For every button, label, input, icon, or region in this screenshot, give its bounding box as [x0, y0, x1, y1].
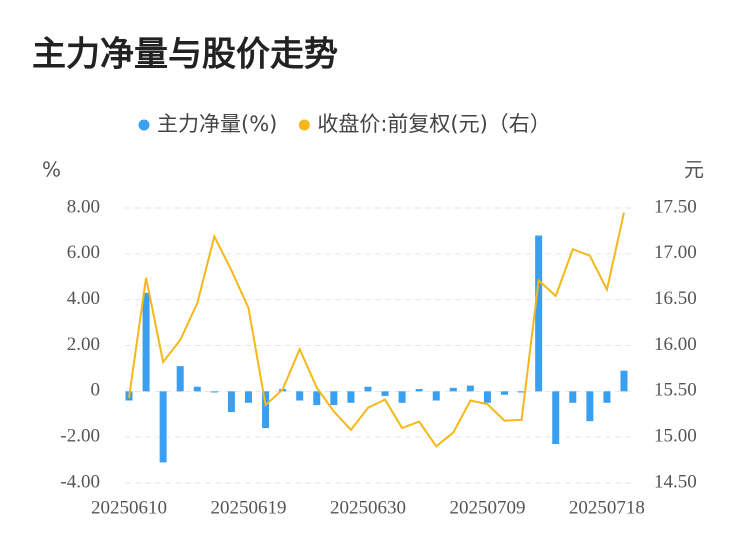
- y-tick-label: 4.00: [67, 288, 100, 309]
- bar: [603, 391, 611, 403]
- bar: [176, 366, 184, 392]
- bar: [330, 391, 338, 406]
- bar: [569, 391, 577, 403]
- bar: [364, 386, 372, 392]
- bar: [518, 391, 526, 393]
- x-tick-label: 20250610: [91, 497, 167, 518]
- bar: [586, 391, 594, 422]
- bar: [620, 370, 628, 392]
- bar: [159, 391, 167, 463]
- y2-tick-label: 17.00: [654, 242, 697, 263]
- y-tick-label: -4.00: [60, 471, 100, 492]
- x-tick-label: 20250619: [210, 497, 286, 518]
- bar: [415, 389, 423, 392]
- y-tick-label: 6.00: [67, 242, 100, 263]
- y-tick-label: 0: [91, 380, 101, 401]
- y2-tick-label: 16.50: [654, 288, 697, 309]
- bar: [466, 385, 474, 392]
- bar: [381, 391, 389, 396]
- y2-tick-label: 15.50: [654, 380, 697, 401]
- bar: [398, 391, 406, 403]
- y-tick-label: 2.00: [67, 334, 100, 355]
- bar: [432, 391, 440, 401]
- y2-tick-label: 15.00: [654, 426, 697, 447]
- y2-tick-label: 17.50: [654, 196, 697, 217]
- bar: [227, 391, 235, 412]
- legend-marker: [138, 119, 150, 131]
- chart-title: 主力净量与股价走势: [32, 35, 338, 75]
- bar: [210, 391, 218, 393]
- y2-tick-label: 14.50: [654, 471, 697, 492]
- y2-axis-label: 元: [684, 158, 704, 182]
- x-tick-label: 20250630: [330, 497, 406, 518]
- bar: [313, 391, 321, 406]
- x-tick-label: 20250718: [569, 497, 645, 518]
- bar: [535, 235, 543, 392]
- bar: [193, 386, 201, 392]
- x-tick-label: 20250709: [449, 497, 525, 518]
- y-axis-label: %: [42, 158, 61, 182]
- y-tick-label: -2.00: [60, 426, 100, 447]
- bar: [501, 391, 509, 395]
- bar: [262, 391, 270, 428]
- legend-label: 收盘价:前复权(元)（右）: [317, 112, 550, 136]
- bar: [296, 391, 304, 401]
- bar: [244, 391, 252, 403]
- bar: [449, 387, 457, 392]
- bar: [347, 391, 355, 403]
- legend-label: 主力净量(%): [157, 112, 277, 136]
- legend-marker: [298, 119, 310, 131]
- bar: [552, 391, 560, 445]
- bar: [483, 391, 491, 403]
- y2-tick-label: 16.00: [654, 334, 697, 355]
- bar: [142, 292, 150, 392]
- y-tick-label: 8.00: [67, 196, 100, 217]
- price-line: [128, 212, 625, 448]
